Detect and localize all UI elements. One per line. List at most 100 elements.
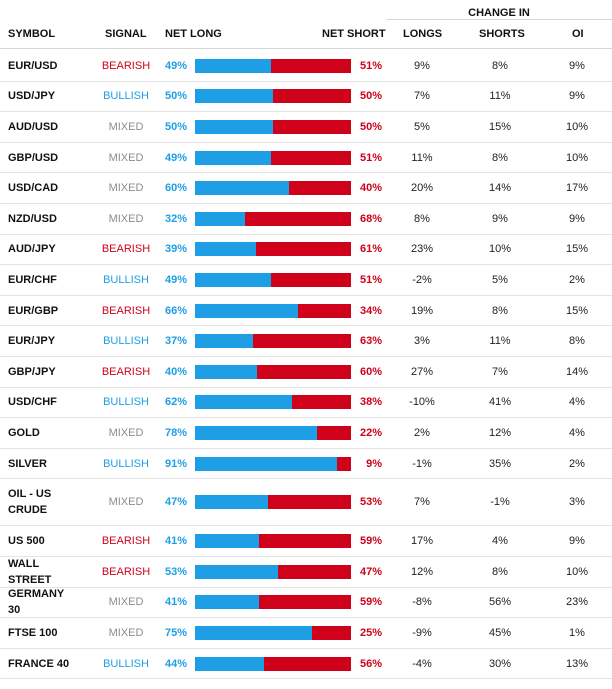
oi-change-cell: 4% — [569, 426, 585, 439]
table-row[interactable]: GERMANY 30 MIXED 41% 59% -8% 56% 23% — [0, 588, 612, 619]
longs-change-cell: 27% — [410, 365, 434, 378]
table-row[interactable]: EUR/GBP BEARISH 66% 34% 19% 8% 15% — [0, 296, 612, 327]
signal-cell: MIXED — [108, 182, 144, 195]
oi-change-cell: 4% — [569, 396, 585, 409]
net-long-bar-fill — [195, 303, 298, 318]
net-long-cell: 78% — [165, 426, 188, 439]
symbol-cell[interactable]: SILVER — [8, 457, 47, 470]
table-row[interactable]: USD/JPY BULLISH 50% 50% 7% 11% 9% — [0, 82, 612, 113]
net-long-column-header[interactable]: NET LONG — [165, 28, 222, 40]
symbol-cell[interactable]: GOLD — [8, 426, 40, 439]
net-short-cell: 25% — [359, 626, 382, 639]
shorts-change-cell: 11% — [489, 335, 511, 348]
net-long-bar-fill — [195, 119, 273, 134]
symbol-cell[interactable]: FRANCE 40 — [8, 657, 70, 670]
net-short-bar — [195, 242, 351, 257]
table-row[interactable]: GBP/USD MIXED 49% 51% 11% 8% 10% — [0, 143, 612, 174]
symbol-cell[interactable]: EUR/JPY — [8, 335, 56, 348]
sentiment-bar — [195, 479, 351, 525]
table-row[interactable]: GBP/JPY BEARISH 40% 60% 27% 7% 14% — [0, 357, 612, 388]
longs-change-cell: 8% — [414, 212, 430, 225]
net-short-cell: 40% — [359, 182, 382, 195]
longs-change-cell: 7% — [414, 90, 430, 103]
oi-column-header[interactable]: OI — [572, 28, 584, 40]
table-row[interactable]: NZD/USD MIXED 32% 68% 8% 9% 9% — [0, 204, 612, 235]
net-short-cell: 56% — [359, 657, 382, 670]
net-short-cell: 51% — [359, 59, 382, 72]
longs-column-header[interactable]: LONGS — [403, 28, 443, 40]
symbol-cell[interactable]: USD/JPY — [8, 90, 56, 103]
table-row[interactable]: AUD/JPY BEARISH 39% 61% 23% 10% 15% — [0, 235, 612, 266]
table-row[interactable]: FTSE 100 MIXED 75% 25% -9% 45% 1% — [0, 618, 612, 649]
table-row[interactable]: USD/CAD MIXED 60% 40% 20% 14% 17% — [0, 173, 612, 204]
net-short-cell: 9% — [366, 457, 382, 470]
net-long-bar-fill — [195, 625, 312, 640]
signal-cell: BULLISH — [103, 457, 149, 470]
sentiment-bar — [195, 618, 351, 648]
sentiment-bar — [195, 296, 351, 326]
net-long-cell: 39% — [165, 243, 188, 256]
sentiment-bar — [195, 143, 351, 173]
symbol-cell[interactable]: EUR/USD — [8, 59, 58, 72]
net-short-bar — [195, 181, 351, 196]
table-row[interactable]: SILVER BULLISH 91% 9% -1% 35% 2% — [0, 449, 612, 480]
net-long-cell: 53% — [165, 565, 188, 578]
symbol-cell[interactable]: NZD/USD — [8, 212, 57, 225]
sentiment-bar — [195, 649, 351, 679]
longs-change-cell: 19% — [410, 304, 434, 317]
symbol-cell[interactable]: USD/CAD — [8, 182, 59, 195]
oi-change-cell: 17% — [565, 182, 589, 195]
symbol-cell[interactable]: USD/CHF — [8, 396, 57, 409]
table-row[interactable]: US 500 BEARISH 41% 59% 17% 4% 9% — [0, 526, 612, 557]
oi-change-cell: 2% — [569, 457, 585, 470]
symbol-cell[interactable]: FTSE 100 — [8, 626, 58, 639]
symbol-cell[interactable]: GBP/JPY — [8, 365, 56, 378]
net-long-cell: 49% — [165, 151, 188, 164]
longs-change-cell: 3% — [414, 335, 430, 348]
symbol-cell[interactable]: OIL - US CRUDE — [8, 488, 52, 517]
symbol-cell[interactable]: EUR/GBP — [8, 304, 59, 317]
table-row[interactable]: GOLD MIXED 78% 22% 2% 12% 4% — [0, 418, 612, 449]
table-row[interactable]: EUR/USD BEARISH 49% 51% 9% 8% 9% — [0, 51, 612, 82]
net-short-bar — [195, 272, 351, 287]
table-row[interactable]: USD/CHF BULLISH 62% 38% -10% 41% 4% — [0, 388, 612, 419]
table-row[interactable]: EUR/JPY BULLISH 37% 63% 3% 11% 8% — [0, 326, 612, 357]
shorts-change-cell: 45% — [488, 626, 512, 639]
oi-change-cell: 10% — [565, 120, 589, 133]
sentiment-bar — [195, 265, 351, 295]
net-long-cell: 50% — [165, 120, 188, 133]
table-row[interactable]: EUR/CHF BULLISH 49% 51% -2% 5% 2% — [0, 265, 612, 296]
table-row[interactable]: AUD/USD MIXED 50% 50% 5% 15% 10% — [0, 112, 612, 143]
oi-change-cell: 9% — [569, 212, 585, 225]
shorts-change-cell: 56% — [488, 596, 512, 609]
net-long-cell: 62% — [165, 396, 188, 409]
net-short-bar — [195, 656, 351, 671]
symbol-cell[interactable]: WALL STREET — [8, 557, 52, 586]
table-row[interactable]: OIL - US CRUDE MIXED 47% 53% 7% -1% 3% — [0, 479, 612, 527]
oi-change-cell: 8% — [569, 335, 585, 348]
net-long-bar-fill — [195, 211, 245, 226]
longs-change-cell: 12% — [410, 565, 434, 578]
net-short-cell: 68% — [359, 212, 382, 225]
oi-change-cell: 9% — [569, 535, 585, 548]
shorts-column-header[interactable]: SHORTS — [479, 28, 525, 40]
symbol-cell[interactable]: GERMANY 30 — [8, 588, 65, 617]
symbol-cell[interactable]: AUD/JPY — [8, 243, 56, 256]
signal-column-header[interactable]: SIGNAL — [105, 28, 147, 40]
oi-change-cell: 23% — [565, 596, 589, 609]
table-row[interactable]: FRANCE 40 BULLISH 44% 56% -4% 30% 13% — [0, 649, 612, 680]
longs-change-cell: -2% — [412, 273, 432, 286]
symbol-cell[interactable]: EUR/CHF — [8, 273, 57, 286]
net-short-column-header[interactable]: NET SHORT — [322, 28, 386, 40]
net-long-cell: 41% — [165, 596, 188, 609]
oi-change-cell: 14% — [565, 365, 589, 378]
symbol-cell[interactable]: GBP/USD — [8, 151, 59, 164]
net-long-bar-fill — [195, 181, 289, 196]
signal-cell: BULLISH — [103, 90, 149, 103]
symbol-cell[interactable]: US 500 — [8, 535, 45, 548]
symbol-column-header[interactable]: SYMBOL — [8, 28, 56, 40]
table-row[interactable]: WALL STREET BEARISH 53% 47% 12% 8% 10% — [0, 557, 612, 588]
shorts-change-cell: -1% — [490, 496, 510, 509]
symbol-cell[interactable]: AUD/USD — [8, 120, 59, 133]
net-long-cell: 49% — [165, 59, 188, 72]
